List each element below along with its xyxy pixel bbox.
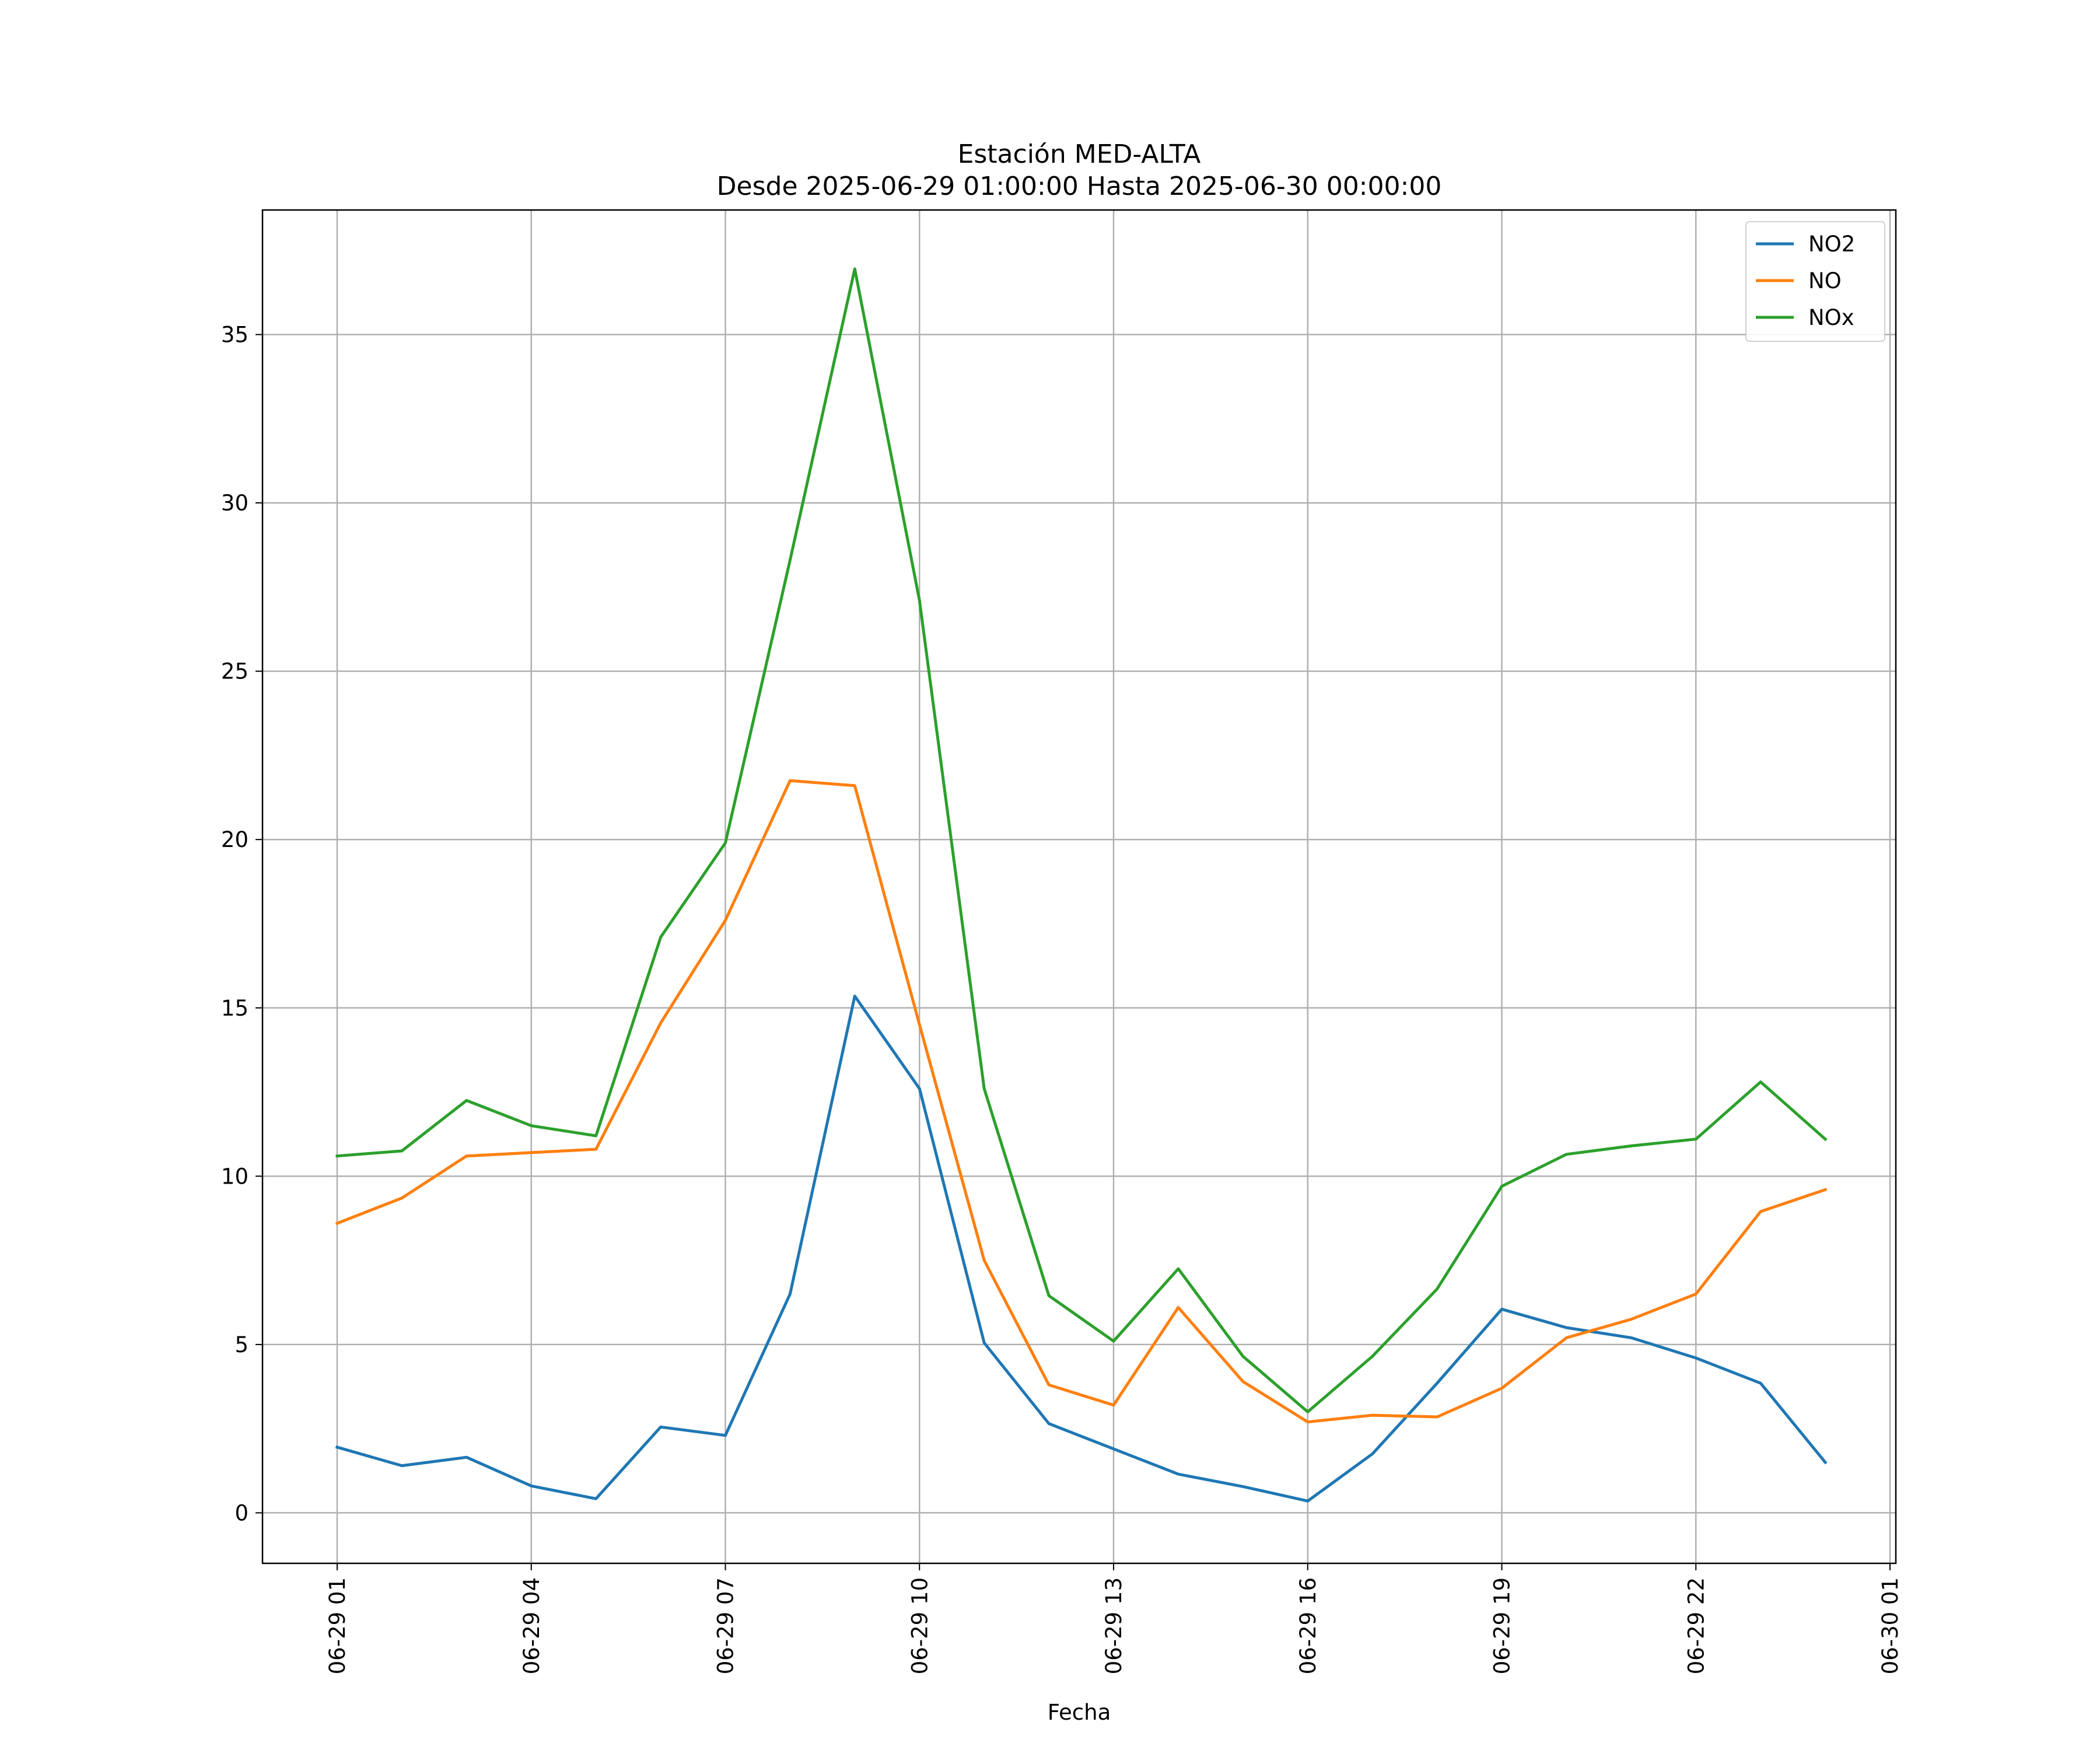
legend-label-no2: NO2 [1808, 232, 1855, 257]
x-tick-label: 06-29 19 [1490, 1577, 1515, 1674]
x-tick-label: 06-29 22 [1684, 1577, 1709, 1674]
x-tick-label: 06-29 04 [519, 1577, 544, 1674]
y-tick-label: 35 [221, 323, 249, 348]
x-axis-label: Fecha [1048, 1700, 1111, 1725]
y-tick-label: 0 [235, 1500, 249, 1525]
x-tick-label: 06-29 07 [713, 1577, 738, 1674]
y-tick-label: 25 [221, 659, 249, 684]
x-tick-label: 06-29 01 [325, 1577, 350, 1674]
grid [262, 210, 1896, 1563]
x-tick-label: 06-29 16 [1296, 1577, 1321, 1674]
y-tick-label: 10 [221, 1164, 249, 1189]
series-line-no2 [335, 995, 1828, 1503]
series-line-nox [335, 267, 1828, 1413]
series-lines [335, 267, 1828, 1503]
y-tick-label: 20 [221, 827, 249, 852]
x-axis-ticks: 06-29 01 06-29 04 06-29 07 06-29 10 06-29 13… [325, 1563, 1903, 1674]
series-line-no [335, 779, 1828, 1424]
plot-frame [261, 209, 1897, 1564]
y-tick-label: 30 [221, 491, 249, 516]
x-tick-label: 06-30 01 [1878, 1577, 1903, 1674]
x-tick-label: 06-29 10 [907, 1577, 932, 1674]
legend-box [1745, 221, 1885, 342]
y-tick-label: 5 [235, 1332, 249, 1357]
legend-label-nox: NOx [1808, 305, 1854, 330]
y-axis-ticks: 0 5 10 15 20 25 30 35 [221, 323, 262, 1525]
x-tick-label: 06-29 13 [1101, 1577, 1126, 1674]
legend: NO2 NO NOx [1745, 221, 1885, 342]
y-tick-label: 15 [221, 996, 249, 1021]
chart-title: Estación MED-ALTA [958, 139, 1201, 169]
legend-label-no: NO [1808, 268, 1842, 293]
chart-subtitle: Desde 2025-06-29 01:00:00 Hasta 2025-06-… [717, 172, 1442, 201]
